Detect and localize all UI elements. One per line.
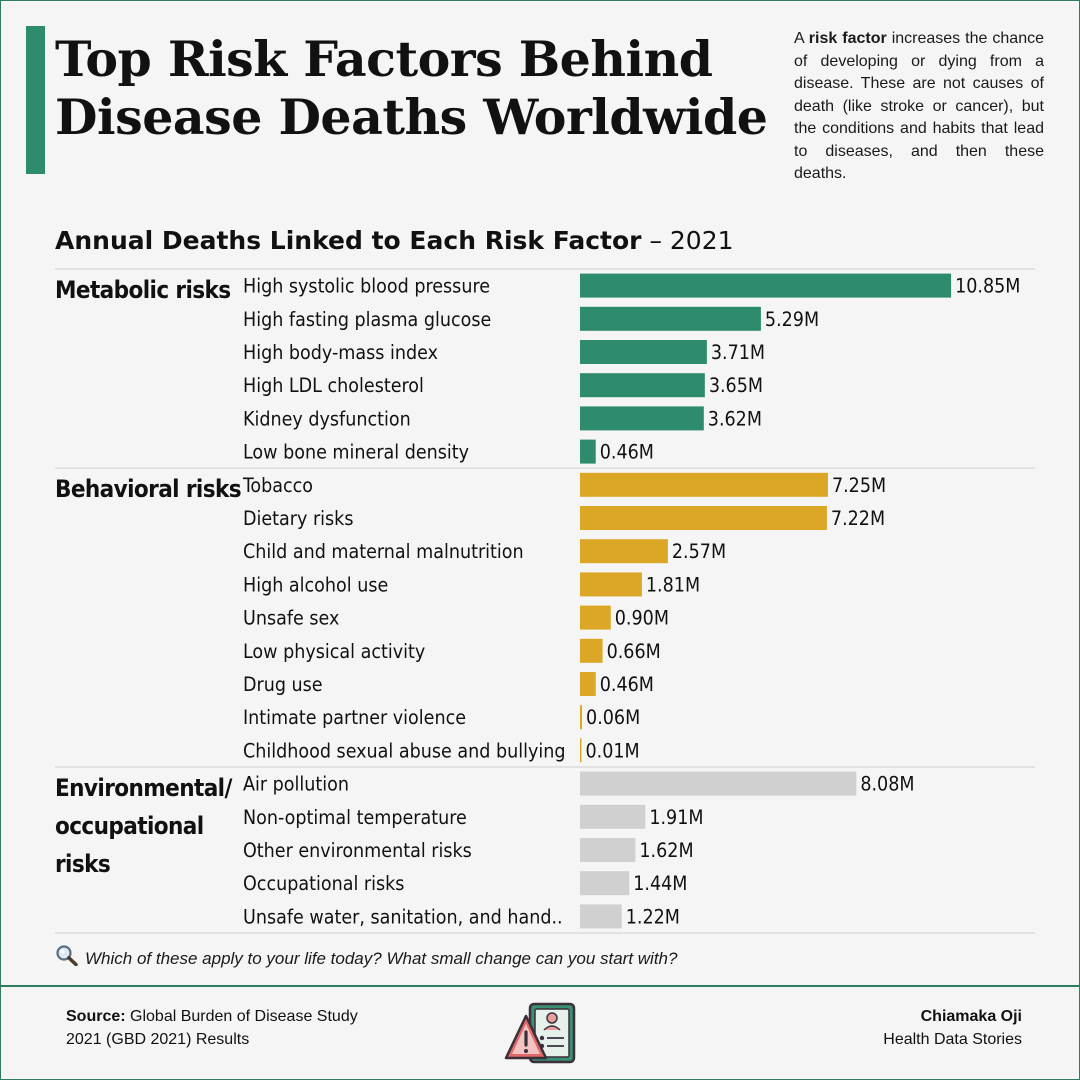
category-label: Low bone mineral density	[243, 441, 469, 464]
bar	[580, 572, 642, 597]
value-label: 7.22M	[831, 507, 885, 530]
category-label: Non-optimal temperature	[243, 806, 467, 829]
title-line-2: Disease Deaths Worldwide	[55, 88, 768, 146]
category-label: Unsafe sex	[243, 607, 339, 630]
source-note: Source: Global Burden of Disease Study 2…	[66, 1005, 366, 1051]
category-label: High body-mass index	[243, 341, 438, 364]
value-label: 0.46M	[600, 441, 654, 464]
category-label: High LDL cholesterol	[243, 374, 424, 397]
source-label: Source:	[66, 1008, 126, 1025]
category-label: High systolic blood pressure	[243, 275, 490, 298]
category-label: Tobacco	[242, 474, 313, 497]
bar	[580, 904, 622, 929]
bar	[580, 273, 952, 298]
group-label-environmental-occupational-risks: Environmental/ occupational risks	[55, 774, 232, 878]
footer-divider	[0, 985, 1080, 987]
bar	[580, 406, 704, 431]
author-credit: Chiamaka Oji Health Data Stories	[762, 1005, 1022, 1051]
bar	[580, 838, 636, 862]
bar	[580, 605, 611, 630]
bar	[580, 638, 603, 663]
value-label: 2.57M	[672, 540, 726, 563]
value-label: 0.90M	[615, 607, 669, 630]
bar	[580, 340, 707, 364]
value-label: 0.01M	[586, 739, 640, 762]
source-text: Global Burden of Disease Study 2021 (GBD…	[66, 1008, 358, 1048]
author-org: Health Data Stories	[883, 1031, 1022, 1048]
bar	[580, 472, 828, 497]
category-label: Occupational risks	[243, 872, 404, 895]
bar	[580, 804, 646, 829]
value-label: 0.66M	[607, 640, 661, 663]
bar	[580, 871, 630, 896]
group-label-behavioral-risks: Behavioral risks	[55, 475, 242, 504]
risk-factor-definition: A risk factor increases the chance of de…	[794, 28, 1044, 186]
definition-term: risk factor	[808, 30, 887, 47]
value-label: 1.81M	[646, 573, 700, 596]
bar	[580, 771, 857, 796]
value-label: 7.25M	[832, 474, 886, 497]
title-accent-bar	[26, 26, 45, 174]
value-label: 1.22M	[626, 905, 680, 928]
category-label: Dietary risks	[243, 507, 354, 530]
category-label: Unsafe water, sanitation, and hand..	[243, 905, 563, 928]
value-label: 1.91M	[649, 806, 703, 829]
bar	[580, 439, 596, 464]
category-label: Drug use	[243, 673, 323, 696]
category-label: High fasting plasma glucose	[243, 308, 491, 331]
definition-text: increases the chance of developing or dy…	[794, 30, 1044, 182]
category-label: Intimate partner violence	[243, 706, 466, 729]
definition-prefix: A	[794, 30, 809, 47]
value-label: 1.44M	[633, 872, 687, 895]
bar	[580, 506, 827, 530]
health-risk-warning-icon	[504, 1002, 576, 1068]
value-label: 8.08M	[860, 773, 914, 796]
bar	[580, 738, 582, 763]
reflection-question-text: Which of these apply to your life today?…	[85, 948, 678, 968]
category-label: Low physical activity	[243, 640, 425, 663]
category-label: Childhood sexual abuse and bullying	[243, 739, 565, 762]
chart-subtitle-year: – 2021	[641, 226, 734, 255]
reflection-question: Which of these apply to your life today?…	[55, 944, 1035, 975]
category-label: Air pollution	[243, 773, 349, 796]
value-label: 3.62M	[708, 407, 762, 430]
risk-factor-bar-chart: High systolic blood pressure 10.85M High f…	[55, 268, 1035, 934]
bar	[580, 672, 596, 696]
value-label: 3.65M	[709, 374, 763, 397]
category-label: Child and maternal malnutrition	[243, 540, 524, 563]
chart-subtitle-main: Annual Deaths Linked to Each Risk Factor	[55, 226, 642, 255]
value-label: 10.85M	[955, 275, 1020, 298]
value-label: 0.46M	[600, 673, 654, 696]
author-name: Chiamaka Oji	[920, 1008, 1022, 1025]
value-label: 5.29M	[765, 308, 819, 331]
bar	[580, 306, 761, 331]
value-label: 0.06M	[586, 706, 640, 729]
title-line-1: Top Risk Factors Behind	[55, 30, 713, 88]
bar	[580, 539, 668, 564]
group-label-metabolic-risks: Metabolic risks	[55, 276, 231, 304]
value-label: 3.71M	[711, 341, 765, 364]
page-title: Top Risk Factors Behind Disease Deaths W…	[55, 30, 775, 146]
value-label: 1.62M	[639, 839, 693, 862]
chart-subtitle: Annual Deaths Linked to Each Risk Factor…	[55, 224, 755, 258]
bar	[580, 705, 583, 730]
category-label: High alcohol use	[243, 573, 388, 596]
bar	[580, 373, 705, 398]
category-label: Other environmental risks	[243, 839, 472, 862]
magnifying-glass-icon	[55, 944, 79, 975]
category-label: Kidney dysfunction	[243, 407, 411, 430]
